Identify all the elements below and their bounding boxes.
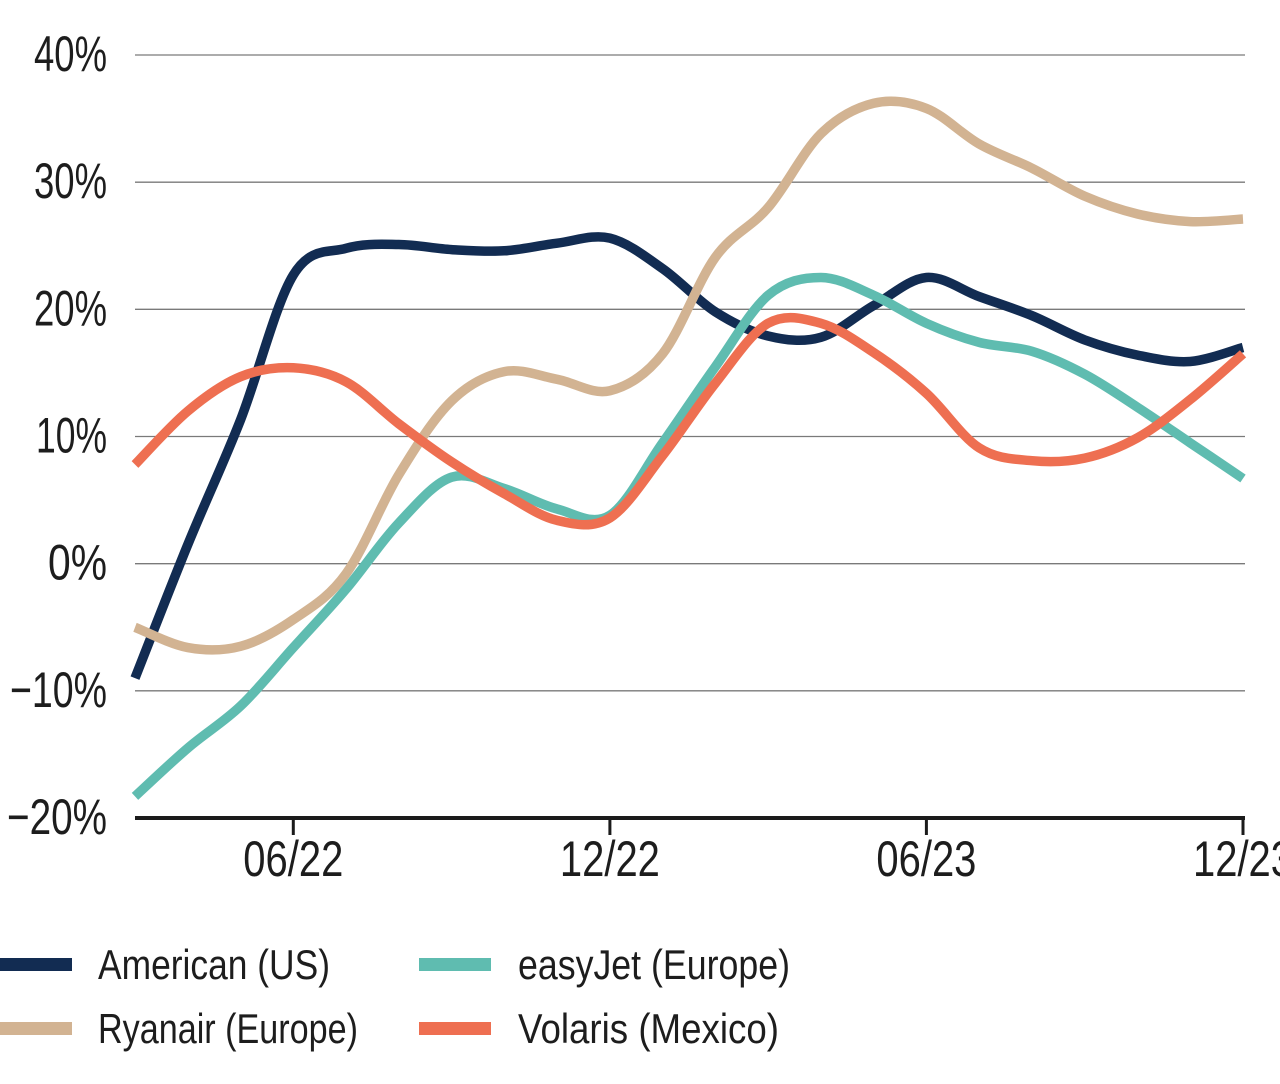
y-axis-labels: 40% 30% 20% 10% 0% −10% −20%: [7, 26, 107, 845]
legend: American (US) Ryanair (Europe) easyJet (…: [0, 941, 790, 1052]
x-axis: 06/22 12/22 06/23 12/23: [135, 816, 1280, 887]
legend-label-volaris: Volaris (Mexico): [518, 1005, 779, 1052]
legend-swatch-american: [0, 958, 72, 971]
line-volaris-mexico: [131, 312, 1247, 530]
line-american-us: [130, 232, 1245, 680]
y-tick-label--20: −20%: [7, 789, 107, 845]
legend-item-ryanair: Ryanair (Europe): [0, 1005, 358, 1052]
legend-item-american: American (US): [0, 941, 330, 988]
x-tick-label-12/23: 12/23: [1193, 831, 1280, 887]
y-tick-label--10: −10%: [10, 662, 107, 718]
y-tick-label-10: 10%: [36, 408, 107, 464]
legend-item-easyjet: easyJet (Europe): [419, 941, 790, 988]
y-tick-label-30: 30%: [34, 153, 107, 209]
legend-swatch-ryanair: [0, 1022, 72, 1035]
x-tick-label-06/23: 06/23: [876, 831, 976, 887]
line-ryanair-europe: [133, 96, 1244, 655]
legend-label-easyjet: easyJet (Europe): [518, 941, 790, 988]
y-tick-label-20: 20%: [34, 280, 107, 336]
y-tick-label-40: 40%: [34, 26, 107, 82]
legend-item-volaris: Volaris (Mexico): [419, 1005, 779, 1052]
x-tick-label-06/22: 06/22: [243, 831, 343, 887]
line-easyjet-europe: [131, 272, 1246, 800]
legend-swatch-volaris: [419, 1022, 491, 1035]
x-tick-label-12/22: 12/22: [560, 831, 660, 887]
legend-label-ryanair: Ryanair (Europe): [98, 1005, 358, 1052]
legend-swatch-easyjet: [419, 958, 491, 971]
y-tick-label-0: 0%: [48, 535, 107, 591]
legend-label-american: American (US): [98, 941, 330, 988]
series-lines: [130, 96, 1247, 800]
